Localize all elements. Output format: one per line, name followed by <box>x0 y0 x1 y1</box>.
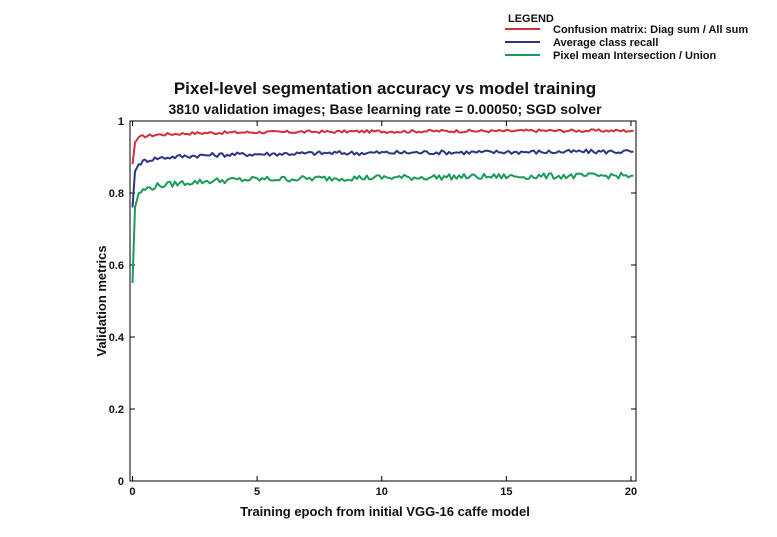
y-tick-label: 0.4 <box>109 332 125 344</box>
x-tick-label: 10 <box>376 486 388 498</box>
legend: LEGEND Confusion matrix: Diag sum / All … <box>505 13 748 62</box>
chart-title: Pixel-level segmentation accuracy vs mod… <box>174 79 596 98</box>
x-tick-label: 15 <box>500 486 512 498</box>
x-tick-label: 5 <box>254 486 260 498</box>
x-tick-label: 20 <box>625 486 637 498</box>
series-line-2 <box>131 148 634 208</box>
y-tick-label: 1 <box>118 116 124 128</box>
series-line-3 <box>131 171 634 284</box>
legend-title: LEGEND <box>508 13 554 25</box>
legend-entry-2: Average class recall <box>553 37 658 49</box>
y-tick-label: 0.8 <box>109 188 124 200</box>
series-line-1 <box>131 128 634 165</box>
legend-entry-3: Pixel mean Intersection / Union <box>553 50 716 62</box>
plot-area: 0 5 10 15 20 0 0.2 0.4 0.6 0.8 1 <box>109 116 637 498</box>
y-tick-label: 0 <box>118 476 124 488</box>
plot-frame <box>129 120 637 482</box>
chart-subtitle: 3810 validation images; Base learning ra… <box>168 101 602 117</box>
legend-entry-1: Confusion matrix: Diag sum / All sum <box>553 24 748 36</box>
x-tick-label: 0 <box>129 486 135 498</box>
y-axis-label: Validation metrics <box>94 245 109 356</box>
x-axis-label: Training epoch from initial VGG-16 caffe… <box>240 504 530 519</box>
y-tick-label: 0.6 <box>109 260 124 272</box>
y-tick-label: 0.2 <box>109 404 124 416</box>
